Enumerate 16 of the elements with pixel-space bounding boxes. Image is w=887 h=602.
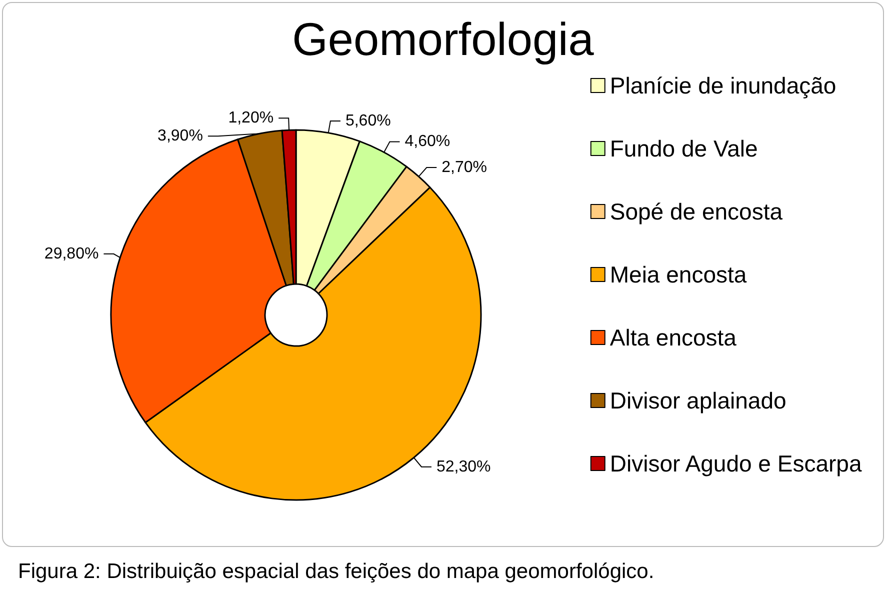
legend-label: Fundo de Vale	[610, 136, 758, 162]
data-label: 3,90%	[158, 128, 203, 145]
legend-label: Meia encosta	[610, 262, 747, 288]
data-label: 4,60%	[404, 133, 450, 150]
data-label: 2,70%	[442, 159, 488, 176]
text: Figura 2: Distribuição espacial das feições do mapa geomorfológico.	[18, 560, 654, 584]
legend-label: Sopé de encosta	[610, 198, 783, 224]
chart-title: Geomorfologia	[292, 13, 594, 65]
legend-label: Alta encosta	[610, 324, 737, 350]
legend-label: Divisor Agudo e Escarpa	[610, 450, 862, 476]
data-label: 1,20%	[228, 110, 274, 127]
legend-label: Divisor aplainado	[610, 388, 786, 414]
legend-label: Planície de inundação	[610, 72, 836, 98]
data-label: 52,30%	[436, 458, 491, 476]
data-label: 5,60%	[345, 112, 391, 130]
data-label: 29,80%	[44, 245, 99, 262]
